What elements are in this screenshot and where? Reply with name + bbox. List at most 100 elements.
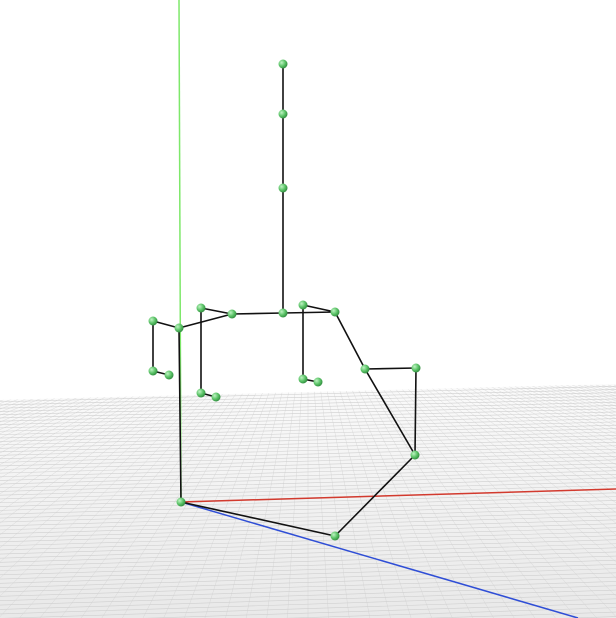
- joint[interactable]: [278, 308, 288, 318]
- grid-line: [0, 391, 616, 409]
- joint[interactable]: [411, 363, 421, 373]
- grid-line: [397, 384, 616, 618]
- grid-line: [241, 384, 291, 618]
- grid-line: [0, 384, 165, 618]
- grid-line: [0, 384, 195, 618]
- grid-line: [0, 384, 177, 618]
- grid-line: [451, 384, 616, 618]
- joint[interactable]: [298, 374, 308, 384]
- grid-line: [343, 384, 441, 618]
- grid-line: [0, 384, 225, 618]
- grid-line: [445, 384, 616, 618]
- grid-line: [409, 384, 616, 618]
- joint[interactable]: [410, 450, 420, 460]
- bone: [334, 311, 366, 370]
- grid-line: [0, 384, 189, 618]
- grid-line: [0, 388, 616, 406]
- joint[interactable]: [227, 309, 237, 319]
- grid-line: [0, 445, 616, 463]
- grid-line: [487, 384, 616, 618]
- grid-line: [0, 606, 616, 618]
- bone: [282, 311, 336, 314]
- joint[interactable]: [298, 300, 308, 310]
- joint[interactable]: [278, 183, 288, 193]
- grid-line: [0, 469, 616, 489]
- grid-line: [0, 408, 616, 426]
- grid-line: [0, 384, 111, 618]
- joint[interactable]: [174, 323, 184, 333]
- joint[interactable]: [196, 388, 206, 398]
- joint[interactable]: [196, 303, 206, 313]
- grid-line: [0, 563, 616, 584]
- grid-line: [0, 477, 616, 496]
- x-axis: [180, 488, 616, 503]
- grid-line: [0, 522, 616, 543]
- grid-line: [415, 384, 616, 618]
- grid-line: [313, 384, 331, 618]
- grid-line: [0, 567, 616, 589]
- grid-line: [349, 384, 463, 618]
- grid-line: [0, 448, 616, 467]
- grid-line: [0, 515, 616, 535]
- grid-line: [0, 441, 616, 460]
- grid-line: [263, 384, 297, 618]
- joint[interactable]: [330, 307, 340, 317]
- bone: [178, 327, 182, 503]
- joint[interactable]: [148, 316, 158, 326]
- grid-line: [0, 495, 616, 515]
- grid-line: [0, 384, 141, 618]
- joint[interactable]: [278, 109, 288, 119]
- joint[interactable]: [278, 59, 288, 69]
- grid-line: [0, 543, 616, 563]
- grid-line: [21, 384, 231, 618]
- grid-line: [0, 384, 201, 618]
- grid-line: [337, 384, 419, 618]
- grid-line: [197, 384, 279, 618]
- grid-line: [0, 507, 616, 527]
- grid-line: [457, 384, 616, 618]
- grid-line: [0, 398, 616, 416]
- grid-line: [385, 384, 595, 618]
- grid-line: [0, 384, 147, 618]
- grid-line: [219, 384, 285, 618]
- grid-line: [0, 455, 616, 474]
- grid-line: [433, 384, 616, 618]
- grid-line: [0, 480, 616, 500]
- grid-line: [65, 384, 243, 618]
- grid-line: [0, 499, 616, 519]
- bone: [180, 501, 336, 537]
- grid-line: [0, 384, 123, 618]
- grid-line: [0, 431, 616, 449]
- joint[interactable]: [211, 392, 221, 402]
- grid-line: [0, 384, 213, 618]
- bone: [364, 368, 416, 456]
- grid-line: [421, 384, 616, 618]
- grid-line: [475, 384, 616, 618]
- joint[interactable]: [330, 531, 340, 541]
- grid-line: [0, 593, 616, 615]
- joint[interactable]: [164, 370, 174, 380]
- joint[interactable]: [360, 364, 370, 374]
- grid-line: [0, 411, 616, 429]
- grid-line: [463, 384, 616, 618]
- grid-line: [0, 602, 616, 618]
- z-axis: [180, 501, 579, 618]
- grid-line: [499, 384, 616, 618]
- grid-line: [0, 421, 616, 439]
- bone: [231, 312, 284, 315]
- grid-line: [175, 384, 273, 618]
- grid-line: [43, 384, 237, 618]
- grid-line: [109, 384, 255, 618]
- grid-line: [469, 384, 616, 618]
- grid-line: [0, 466, 616, 485]
- grid-line: [0, 555, 616, 576]
- grid-line: [331, 384, 397, 618]
- joint[interactable]: [313, 377, 323, 387]
- joint[interactable]: [148, 366, 158, 376]
- grid-line: [0, 434, 616, 453]
- grid-line: [0, 462, 616, 481]
- joint[interactable]: [176, 497, 186, 507]
- grid-line: [361, 384, 507, 618]
